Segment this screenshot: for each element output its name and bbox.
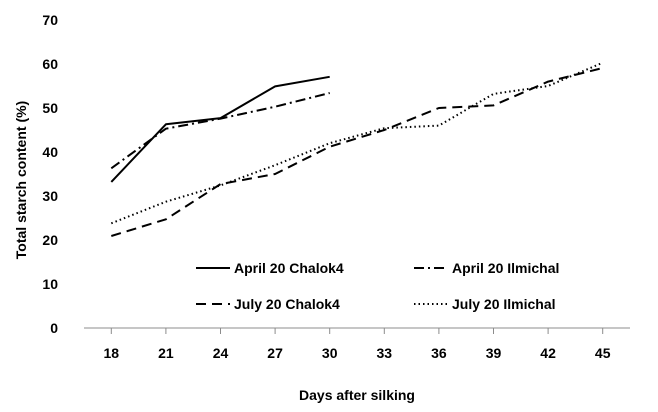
y-tick-label: 70 [42,12,58,28]
legend: April 20 Chalok4 April 20 Ilmichal July 20… [196,260,559,312]
series-line-4 [110,61,604,225]
x-axis-ticks: 18 21 24 27 30 33 36 39 42 45 [104,328,611,361]
y-tick-label: 50 [42,100,58,116]
x-tick-label: 36 [431,345,447,361]
x-tick-label: 39 [486,345,502,361]
x-tick-label: 27 [267,345,283,361]
x-tick-label: 33 [377,345,393,361]
x-tick-label: 21 [158,345,174,361]
y-tick-label: 60 [42,56,58,72]
y-tick-label: 30 [42,188,58,204]
x-tick-label: 45 [595,345,611,361]
x-tick-label: 18 [104,345,120,361]
series-line-3 [111,67,603,237]
y-tick-label: 0 [50,320,58,336]
y-tick-label: 10 [42,276,58,292]
series-line-1 [110,75,330,183]
legend-label-4: July 20 Ilmichal [452,296,556,312]
y-tick-label: 20 [42,232,58,248]
legend-label-1: April 20 Chalok4 [234,260,344,276]
y-tick-label: 40 [42,144,58,160]
y-axis-title: Total starch content (%) [13,101,29,259]
x-tick-label: 30 [322,345,338,361]
x-tick-label: 42 [540,345,556,361]
y-axis-ticks: 0 10 20 30 40 50 60 70 [42,12,58,336]
x-axis-title: Days after silking [299,387,415,403]
series-layer [110,61,604,237]
legend-label-2: April 20 Ilmichal [452,260,559,276]
legend-label-3: July 20 Chalok4 [234,296,340,312]
series-line-2 [110,92,330,170]
x-tick-label: 24 [213,345,229,361]
